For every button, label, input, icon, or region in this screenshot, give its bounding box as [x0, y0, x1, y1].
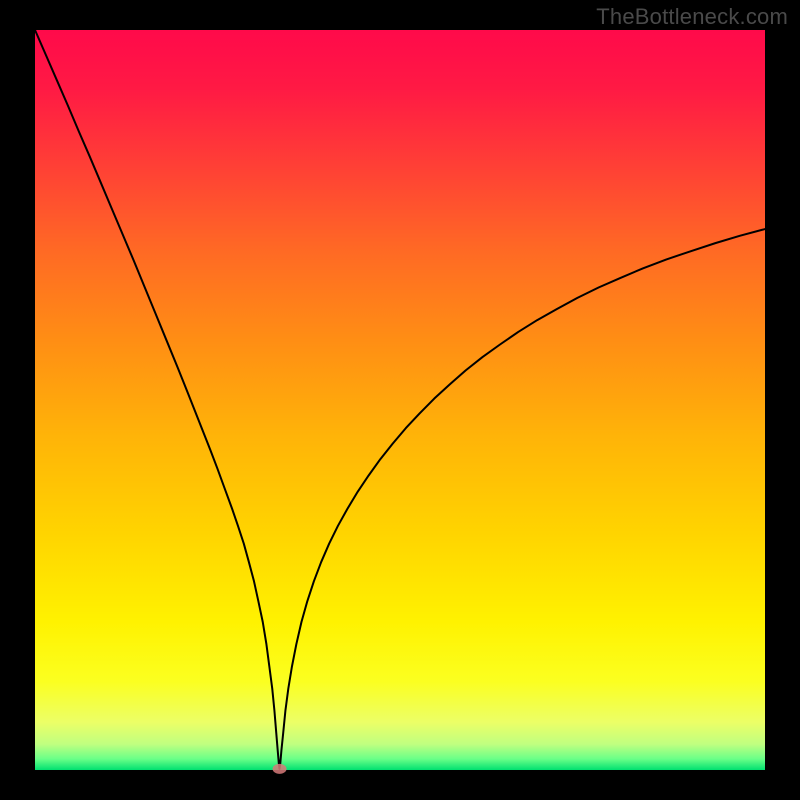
plot-background: [35, 30, 765, 770]
watermark-text: TheBottleneck.com: [596, 4, 788, 30]
root-container: TheBottleneck.com: [0, 0, 800, 800]
minimum-marker: [273, 764, 287, 774]
bottleneck-chart: [0, 0, 800, 800]
